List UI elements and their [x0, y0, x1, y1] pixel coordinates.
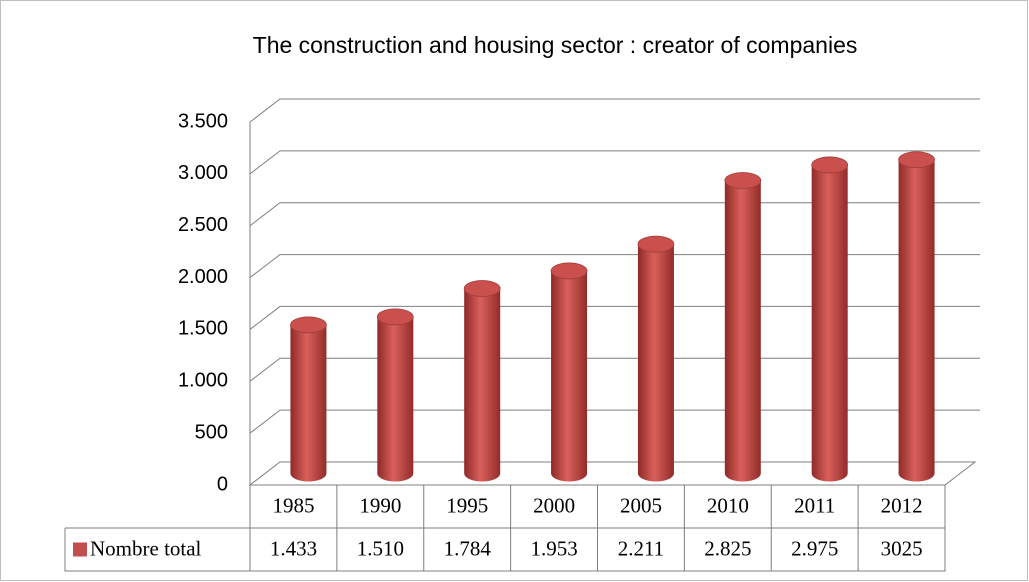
bar-body: [290, 324, 327, 482]
value-label: 1.433: [270, 536, 317, 560]
bar: [463, 280, 501, 482]
bar: [376, 308, 414, 482]
bar-body: [637, 244, 674, 482]
value-label: 3025: [881, 536, 923, 560]
bar: [898, 151, 935, 482]
value-label: 2.975: [791, 536, 838, 560]
bar-top: [550, 262, 588, 280]
y-tick-label: 2.500: [178, 214, 228, 236]
y-tick-label: 1.000: [178, 370, 228, 392]
bar: [550, 262, 588, 482]
value-label: 2.211: [618, 536, 664, 560]
y-tick-label: 500: [195, 421, 228, 443]
value-label: 1.784: [444, 536, 492, 560]
x-tick-label: 1985: [272, 493, 314, 517]
legend-swatch: [73, 542, 87, 557]
bar-top: [463, 280, 501, 297]
x-tick-label: 2011: [794, 493, 835, 517]
value-label: 1.953: [530, 536, 577, 560]
bar: [290, 316, 327, 482]
bar-body: [724, 180, 761, 482]
y-tick-label: 1.500: [178, 318, 228, 340]
bar-top: [724, 172, 762, 189]
y-tick-label: 3.500: [178, 110, 228, 132]
table-grid: [64, 485, 946, 572]
bar: [811, 156, 849, 482]
bar-top: [376, 308, 414, 326]
grid-line: [249, 98, 980, 123]
grid-line: [249, 150, 980, 175]
value-label: 2.825: [704, 536, 751, 560]
y-tick-label: 2.000: [178, 266, 228, 288]
x-tick-label: 1995: [446, 493, 488, 517]
bar-body: [811, 164, 848, 482]
bar-body: [464, 288, 501, 482]
x-tick-label: 2005: [620, 493, 662, 517]
floor: [248, 461, 977, 486]
chart-title: The construction and housing sector : cr…: [253, 32, 858, 58]
bar: [637, 235, 675, 482]
bar-top: [898, 151, 935, 169]
bar-top: [811, 156, 849, 174]
bar-top: [637, 235, 675, 253]
x-tick-label: 1990: [359, 493, 401, 517]
bar-body: [551, 270, 588, 482]
bar-body: [377, 316, 414, 482]
x-tick-label: 2000: [533, 493, 575, 517]
bar: [724, 172, 762, 482]
value-label: 1.510: [357, 536, 404, 560]
x-tick-label: 2012: [881, 493, 923, 517]
bar-top: [290, 316, 327, 334]
x-tick-label: 2010: [707, 493, 749, 517]
bar-body: [898, 159, 935, 482]
y-tick-label: 0: [217, 473, 228, 495]
legend-label: Nombre total: [90, 536, 202, 560]
y-tick-label: 3.000: [178, 162, 228, 184]
